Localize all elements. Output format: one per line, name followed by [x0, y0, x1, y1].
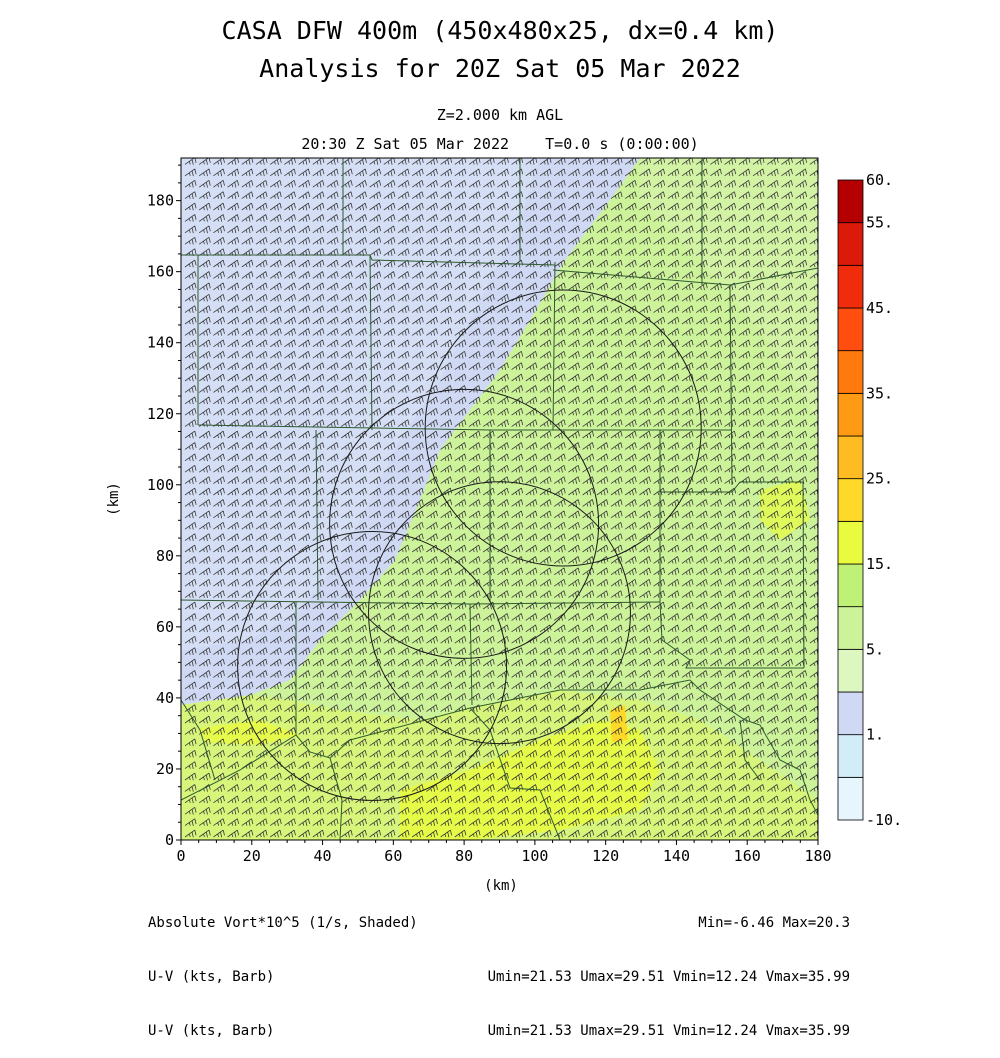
field-label: Absolute Vort*10^5 (1/s, Shaded)	[148, 915, 418, 931]
county-line	[739, 719, 761, 781]
colorbar-segment	[837, 392, 864, 437]
county-line	[469, 603, 473, 706]
x-tick-label: 80	[455, 847, 473, 865]
field-region-peak	[610, 705, 628, 742]
x-tick-label: 100	[521, 847, 548, 865]
colorbar-segment	[837, 606, 864, 650]
x-tick-label: 160	[734, 847, 761, 865]
x-tick-label: 20	[243, 847, 261, 865]
colorbar-label: -10.	[866, 811, 902, 829]
colorbar-segment	[837, 648, 864, 693]
y-tick-label: 40	[156, 689, 174, 707]
field-region-lower	[181, 158, 540, 650]
y-tick-label: 100	[147, 476, 174, 494]
county-line	[729, 284, 733, 486]
colorbar-segment	[837, 179, 864, 224]
county-line	[181, 699, 216, 781]
colorbar-segment	[837, 776, 864, 821]
vector-label-2: U-V (kts, Barb)	[148, 1023, 275, 1039]
footer-left: Absolute Vort*10^5 (1/s, Shaded) U-V (kt…	[148, 878, 418, 1058]
footer-right: Min=-6.46 Max=20.3 Umin=21.53 Umax=29.51…	[488, 878, 850, 1058]
wind-barbs	[184, 158, 818, 838]
county-line	[181, 254, 556, 266]
x-axis: 0 20 40 60 80 100 120 140 160 180	[176, 840, 832, 865]
county-line	[660, 481, 805, 669]
radar-range-rings	[237, 289, 702, 801]
colorbar-label: 25.	[866, 470, 893, 488]
colorbar-segment	[837, 222, 864, 266]
x-tick-label: 180	[804, 847, 831, 865]
x-tick-label: 140	[663, 847, 690, 865]
y-tick-label: 160	[147, 263, 174, 281]
colorbar: -10. 1. 5. 15. 25. 35. 45. 55. 60.	[837, 171, 902, 829]
colorbar-label: 35.	[866, 384, 893, 402]
y-tick-label: 60	[156, 618, 174, 636]
county-line	[181, 707, 561, 840]
chart-title: CASA DFW 400m (450x480x25, dx=0.4 km)	[221, 16, 779, 45]
wind-barb-grid	[184, 158, 818, 838]
level-label: Z=2.000 km AGL	[436, 106, 564, 124]
colorbar-segment	[837, 520, 864, 565]
y-axis-label: (km)	[106, 482, 122, 516]
y-tick-label: 20	[156, 760, 174, 778]
colorbar-segment	[837, 307, 864, 352]
county-boundaries	[181, 158, 818, 840]
time-label: 20:30 Z Sat 05 Mar 2022 T=0.0 s (0:00:00…	[301, 135, 699, 153]
county-line	[181, 599, 661, 605]
colorbar-label: 60.	[866, 171, 893, 189]
range-ring	[424, 289, 702, 567]
colorbar-segment	[837, 478, 864, 522]
colorbar-segment	[837, 435, 864, 480]
county-line	[329, 757, 343, 840]
colorbar-label: 1.	[866, 726, 884, 744]
chart-subtitle: Analysis for 20Z Sat 05 Mar 2022	[259, 54, 741, 83]
county-line	[197, 424, 732, 431]
county-line	[469, 679, 818, 816]
x-tick-label: 0	[176, 847, 185, 865]
range-ring	[368, 481, 631, 745]
y-tick-label: 120	[147, 405, 174, 423]
x-tick-label: 40	[314, 847, 332, 865]
colorbar-segment	[837, 264, 864, 309]
y-tick-label: 0	[165, 831, 174, 849]
field-minmax: Min=-6.46 Max=20.3	[698, 915, 850, 931]
colorbar-label: 55.	[866, 214, 893, 232]
plot-area	[181, 158, 818, 840]
field-region-mid	[640, 158, 818, 420]
colorbar-label: 15.	[866, 555, 893, 573]
county-line	[659, 601, 804, 669]
x-axis-label: (km)	[484, 878, 518, 894]
y-axis: 0 20 40 60 80 100 120 140 160 180	[147, 164, 181, 849]
uv-stats-2: Umin=21.53 Umax=29.51 Vmin=12.24 Vmax=35…	[487, 1023, 850, 1039]
colorbar-segment	[837, 691, 864, 736]
colorbar-label: 45.	[866, 299, 893, 317]
range-ring	[237, 530, 508, 801]
vector-label-1: U-V (kts, Barb)	[148, 969, 275, 985]
county-line	[315, 429, 319, 601]
x-tick-label: 120	[592, 847, 619, 865]
chart-canvas: 0 20 40 60 80 100 120 140 160 180 0 20 40 60 80 100 120…	[106, 157, 902, 894]
colorbar-segment	[837, 734, 864, 778]
colorbar-segment	[837, 563, 864, 608]
county-line	[369, 254, 373, 431]
range-ring	[329, 388, 600, 659]
colorbar-label: 5.	[866, 640, 884, 658]
uv-stats-1: Umin=21.53 Umax=29.51 Vmin=12.24 Vmax=35…	[487, 969, 850, 985]
colorbar-segment	[837, 350, 864, 394]
y-tick-label: 140	[147, 334, 174, 352]
y-tick-label: 180	[147, 192, 174, 210]
y-tick-label: 80	[156, 547, 174, 565]
x-tick-label: 60	[384, 847, 402, 865]
